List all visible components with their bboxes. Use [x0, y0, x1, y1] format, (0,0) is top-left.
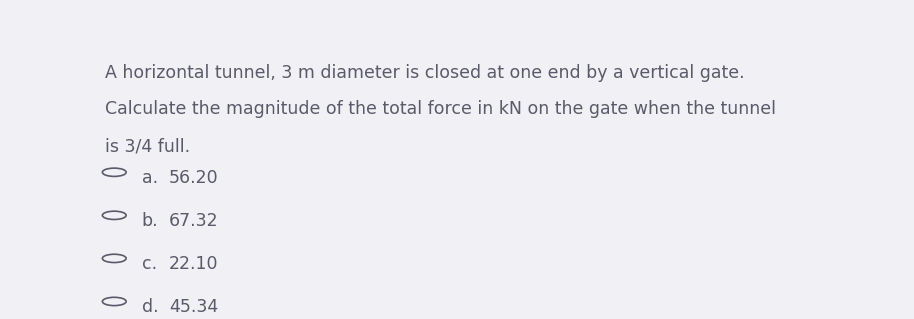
- Text: A horizontal tunnel, 3 m diameter is closed at one end by a vertical gate.: A horizontal tunnel, 3 m diameter is clo…: [105, 64, 745, 82]
- Text: b.: b.: [142, 212, 158, 230]
- Text: c.: c.: [142, 255, 157, 273]
- Text: d.: d.: [142, 298, 158, 316]
- Text: Calculate the magnitude of the total force in kN on the gate when the tunnel: Calculate the magnitude of the total for…: [105, 100, 776, 118]
- Text: is 3/4 full.: is 3/4 full.: [105, 137, 190, 155]
- Text: 45.34: 45.34: [169, 298, 218, 316]
- Text: 22.10: 22.10: [169, 255, 218, 273]
- Text: a.: a.: [142, 169, 158, 187]
- Text: 56.20: 56.20: [169, 169, 218, 187]
- FancyBboxPatch shape: [64, 19, 850, 306]
- Text: 67.32: 67.32: [169, 212, 218, 230]
